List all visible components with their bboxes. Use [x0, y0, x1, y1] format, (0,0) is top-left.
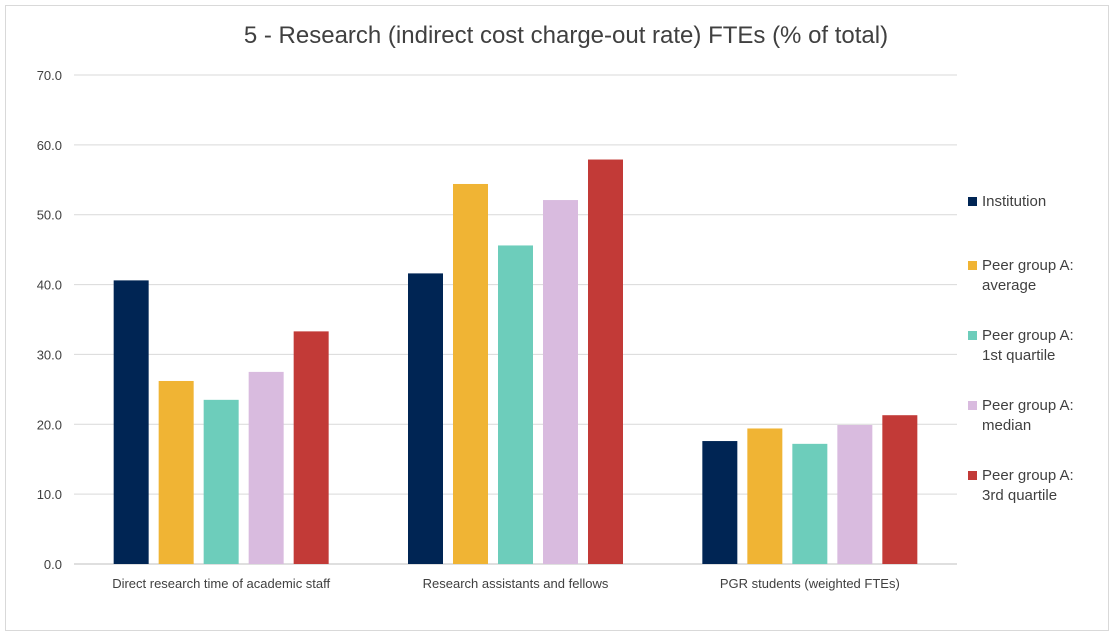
y-axis: 0.0 10.0 20.0 30.0 40.0 50.0 60.0 70.0	[37, 68, 62, 572]
bar: Institution: 40.6	[113, 280, 149, 564]
legend-label: Peer group A: 3rd quartile	[982, 467, 1074, 504]
bar: Peer group A: median: 52.1	[543, 200, 578, 564]
y-tick-label: 50.0	[37, 208, 62, 223]
bar: Peer group A: 1st quartile: 23.5	[203, 399, 239, 564]
bar: Institution: 41.6	[408, 273, 443, 564]
legend-entry: Peer group A: 3rd quartile	[968, 467, 1074, 504]
legend-swatch	[968, 197, 977, 206]
legend-swatch	[968, 331, 977, 340]
bar: Peer group A: 3rd quartile: 21.3	[882, 415, 918, 564]
bar: Peer group A: 3rd quartile: 33.3	[293, 331, 329, 564]
y-tick-label: 0.0	[44, 557, 62, 572]
x-category-label: Direct research time of academic staff	[112, 576, 330, 591]
bar: Institution: 17.6	[702, 441, 738, 564]
x-category-label: PGR students (weighted FTEs)	[720, 576, 900, 591]
bar: Peer group A: 1st quartile: 17.2	[792, 443, 828, 564]
legend-label: Peer group A: 1st quartile	[982, 327, 1074, 364]
legend-label: Peer group A: average	[982, 257, 1074, 294]
bar: Peer group A: average: 26.2	[158, 380, 194, 564]
bar: Peer group A: average: 19.4	[747, 428, 783, 564]
bar: Peer group A: median: 19.9	[837, 424, 873, 564]
y-tick-label: 10.0	[37, 487, 62, 502]
y-tick-label: 40.0	[37, 278, 62, 293]
y-tick-label: 30.0	[37, 347, 62, 362]
bar: Peer group A: 3rd quartile: 57.9	[588, 159, 623, 564]
y-tick-label: 70.0	[37, 68, 62, 83]
legend-swatch	[968, 261, 977, 270]
y-tick-label: 60.0	[37, 138, 62, 153]
legend-entry: Institution	[968, 193, 1046, 210]
legend-entry: Peer group A: median	[968, 397, 1074, 434]
chart-title: 5 - Research (indirect cost charge-out r…	[244, 22, 888, 49]
legend-swatch	[968, 401, 977, 410]
x-category-label: Research assistants and fellows	[423, 576, 609, 591]
legend-swatch	[968, 471, 977, 480]
legend-entry: Peer group A: average	[968, 257, 1074, 294]
legend-label: Peer group A: median	[982, 397, 1074, 434]
bar: Peer group A: 1st quartile: 45.6	[498, 245, 533, 565]
y-tick-label: 20.0	[37, 417, 62, 432]
legend: Institution Peer group A: average Peer grou…	[968, 193, 1074, 504]
legend-label: Institution	[982, 193, 1046, 210]
bar: Peer group A: average: 54.4	[453, 183, 488, 564]
legend-entry: Peer group A: 1st quartile	[968, 327, 1074, 364]
bars: Institution: 40.6Peer group A: average: …	[113, 159, 918, 565]
bar: Peer group A: median: 27.5	[248, 371, 284, 564]
x-axis: Direct research time of academic staff Re…	[112, 576, 900, 591]
